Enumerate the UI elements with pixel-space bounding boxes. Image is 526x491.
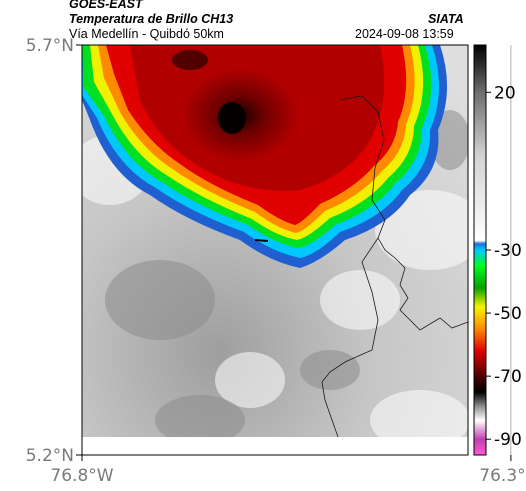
colorbar-tick-label: -50 [494,304,522,324]
colorbar: 20 -30 -50 -70 -90 [473,44,522,456]
colorbar-tick-label: 20 [494,83,516,103]
colorbar-tick-label: -70 [494,367,522,387]
x-tick-label: 76.3°W [479,466,526,486]
satellite-label: GOES-EAST [69,0,143,11]
x-tick-label: 76.8°W [50,466,113,486]
colorbar-tick-label: -90 [494,430,522,450]
agency-label: SIATA [428,12,464,26]
colorbar-tick-label: -30 [494,241,522,261]
map-area [82,45,468,455]
map-frame [81,44,469,456]
product-title: Temperatura de Brillo CH13 [69,12,234,26]
route-label: Vía Medellín - Quibdó 50km [69,27,224,41]
y-tick-label: 5.7°N [26,36,74,56]
timestamp-label: 2024-09-08 13:59 [355,27,454,41]
y-tick-label: 5.2°N [26,446,74,466]
axis-ticks: 76.8°W 76.3°W 5.7°N 5.2°N [26,36,526,486]
